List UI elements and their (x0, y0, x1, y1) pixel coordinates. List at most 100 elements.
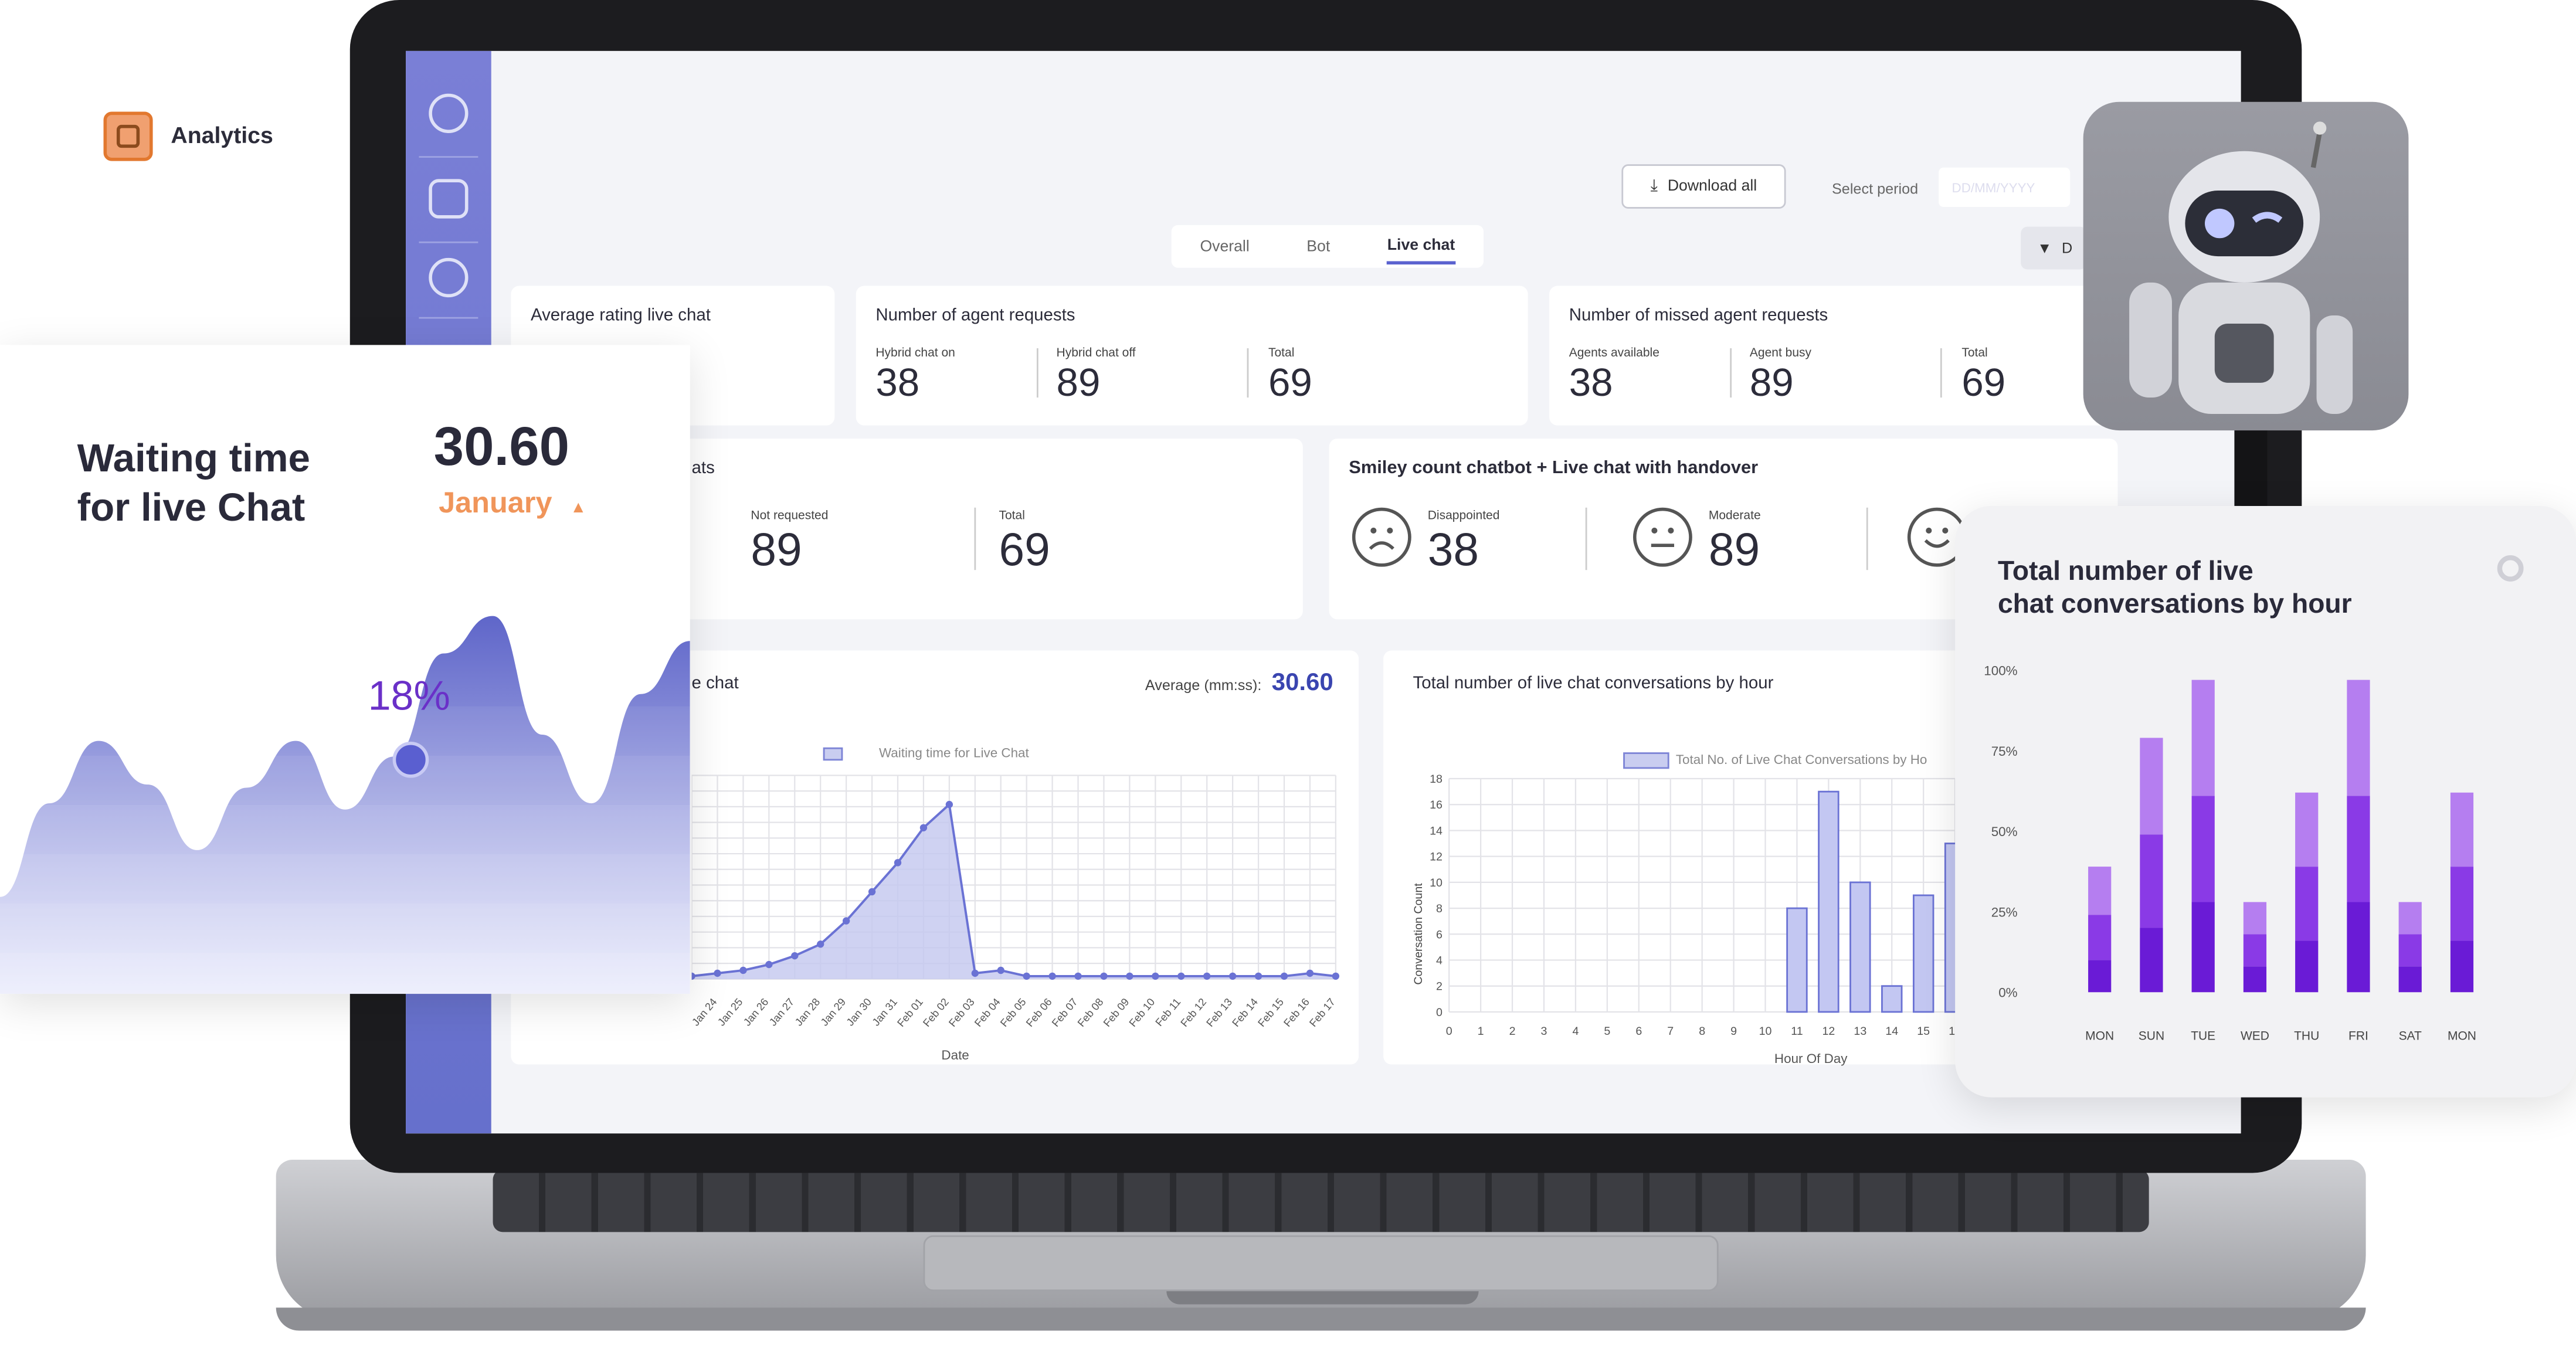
stacked-bar-segment (2088, 867, 2112, 915)
x-tick-label: Feb 05 (998, 996, 1029, 1029)
laptop-keyboard (493, 1169, 2149, 1232)
area-fill (691, 804, 1336, 979)
stacked-bar-segment (2088, 960, 2112, 993)
bar (1881, 985, 1903, 1013)
y-tick-label: 0 (1436, 1006, 1443, 1019)
x-tick-label: Feb 08 (1075, 996, 1106, 1029)
stat-label: Not requested (751, 507, 829, 522)
data-point (1126, 972, 1133, 980)
overlay-chart-title-line2: chat conversations by hour (1997, 589, 2352, 620)
data-point (691, 972, 695, 980)
gear-icon[interactable] (2497, 555, 2524, 582)
filter-button[interactable]: ▼ D (2021, 226, 2087, 270)
tab-bot[interactable]: Bot (1306, 237, 1331, 256)
data-point (714, 969, 721, 977)
overlay-chart-title-line1: Total number of live (1997, 556, 2253, 587)
x-tick-label: Jan 29 (819, 996, 848, 1028)
download-all-label: Download all (1667, 177, 1757, 196)
stacked-bar-segment (2347, 902, 2370, 993)
y-tick-label: 16 (1430, 799, 1443, 811)
data-point (1228, 972, 1237, 980)
tab-overall[interactable]: Overall (1200, 237, 1250, 256)
x-tick-label: FRI (2348, 1030, 2368, 1043)
data-point (765, 960, 773, 969)
x-tick-label: Feb 11 (1153, 996, 1183, 1028)
data-point (1203, 972, 1211, 980)
x-tick-label: MON (2448, 1030, 2476, 1043)
x-tick-label: MON (2085, 1030, 2114, 1043)
y-tick-label: 2 (1436, 980, 1443, 993)
x-tick-label: 6 (1635, 1025, 1642, 1038)
average-value: 30.60 (1271, 668, 1333, 697)
x-tick-label: 9 (1730, 1025, 1737, 1038)
stat-divider (1247, 348, 1249, 398)
sidebar-divider (419, 156, 478, 158)
stat-value: 69 (1961, 361, 2006, 406)
x-tick-label: Feb 13 (1204, 996, 1234, 1029)
data-point (1306, 969, 1314, 977)
x-tick-label: SAT (2399, 1030, 2422, 1043)
data-point (971, 969, 979, 977)
card-title: Total number of live chat conversations … (1413, 673, 1774, 694)
stacked-bar-segment (2140, 928, 2163, 993)
data-point (997, 966, 1004, 974)
download-icon: ⤓ (1650, 177, 1658, 196)
stat-value: 69 (999, 524, 1050, 575)
stat-divider (1036, 348, 1038, 398)
x-tick-label: Feb 03 (946, 996, 977, 1029)
stat-divider (1585, 507, 1587, 570)
card-title: e chat (691, 673, 739, 694)
stat-divider (1866, 507, 1868, 570)
waiting-time-overlay-card (0, 345, 690, 994)
bar (1849, 881, 1871, 1013)
x-tick-label: Feb 07 (1050, 996, 1080, 1029)
x-tick-label: 11 (1791, 1025, 1803, 1038)
bar (1912, 894, 1934, 1013)
stacked-bar-segment (2191, 680, 2215, 796)
sidebar-logo-icon[interactable] (429, 93, 469, 133)
waiting-time-value: 30.60 (433, 415, 570, 477)
waiting-time-area-chart (0, 616, 690, 994)
x-tick-label: Feb 01 (895, 996, 925, 1029)
data-point (945, 800, 953, 809)
stacked-bar-segment (2450, 940, 2474, 993)
x-tick-label: WED (2241, 1030, 2269, 1043)
area-band (0, 953, 690, 994)
date-input[interactable]: DD/MM/YYYY (1939, 167, 2071, 208)
card-title: ats (691, 458, 715, 478)
chat-icon[interactable] (429, 179, 469, 219)
data-point (739, 966, 747, 974)
stat-value: 38 (1569, 361, 1613, 406)
caret-up-icon: ▲ (570, 499, 587, 518)
stat-divider (1730, 348, 1732, 398)
stat-value: 89 (751, 524, 802, 575)
waiting-time-title: Waiting time for live Chat (77, 435, 406, 534)
x-tick-label: Feb 04 (972, 996, 1003, 1029)
moderate-face-icon (1633, 507, 1692, 567)
legend-label: Waiting time for Live Chat (878, 746, 1029, 761)
x-tick-label: 0 (1446, 1025, 1452, 1038)
x-tick-label: Feb 15 (1255, 996, 1286, 1029)
average-label: Average (mm:ss): (1145, 677, 1262, 694)
data-point (1152, 972, 1159, 980)
stat-label: Disappointed (1427, 507, 1500, 522)
x-tick-label: 3 (1541, 1025, 1547, 1038)
user-icon[interactable] (429, 257, 469, 298)
y-tick-label: 4 (1436, 954, 1443, 967)
card-title: Smiley count chatbot + Live chat with ha… (1349, 458, 1759, 478)
x-tick-label: 14 (1885, 1025, 1898, 1038)
x-tick-label: Jan 25 (715, 996, 745, 1028)
tab-live-chat[interactable]: Live chat (1387, 236, 1455, 264)
stacked-bar-segment (2243, 934, 2267, 967)
data-point (1254, 972, 1262, 980)
stat-label: Hybrid chat on (875, 345, 955, 360)
waiting-time-title-line2: for live Chat (77, 486, 306, 531)
x-tick-label: 2 (1509, 1025, 1516, 1038)
y-tick-label: 14 (1430, 824, 1443, 837)
download-all-button[interactable]: ⤓ Download all (1621, 164, 1786, 209)
stacked-bar-segment (2398, 934, 2422, 967)
hour-bar-chart: 024681012141618012345678910111213141516 (1430, 773, 1962, 1038)
month-dropdown[interactable]: January ▲ (439, 486, 586, 521)
stat-label: Moderate (1708, 507, 1761, 522)
stat-label: Total (999, 507, 1025, 522)
